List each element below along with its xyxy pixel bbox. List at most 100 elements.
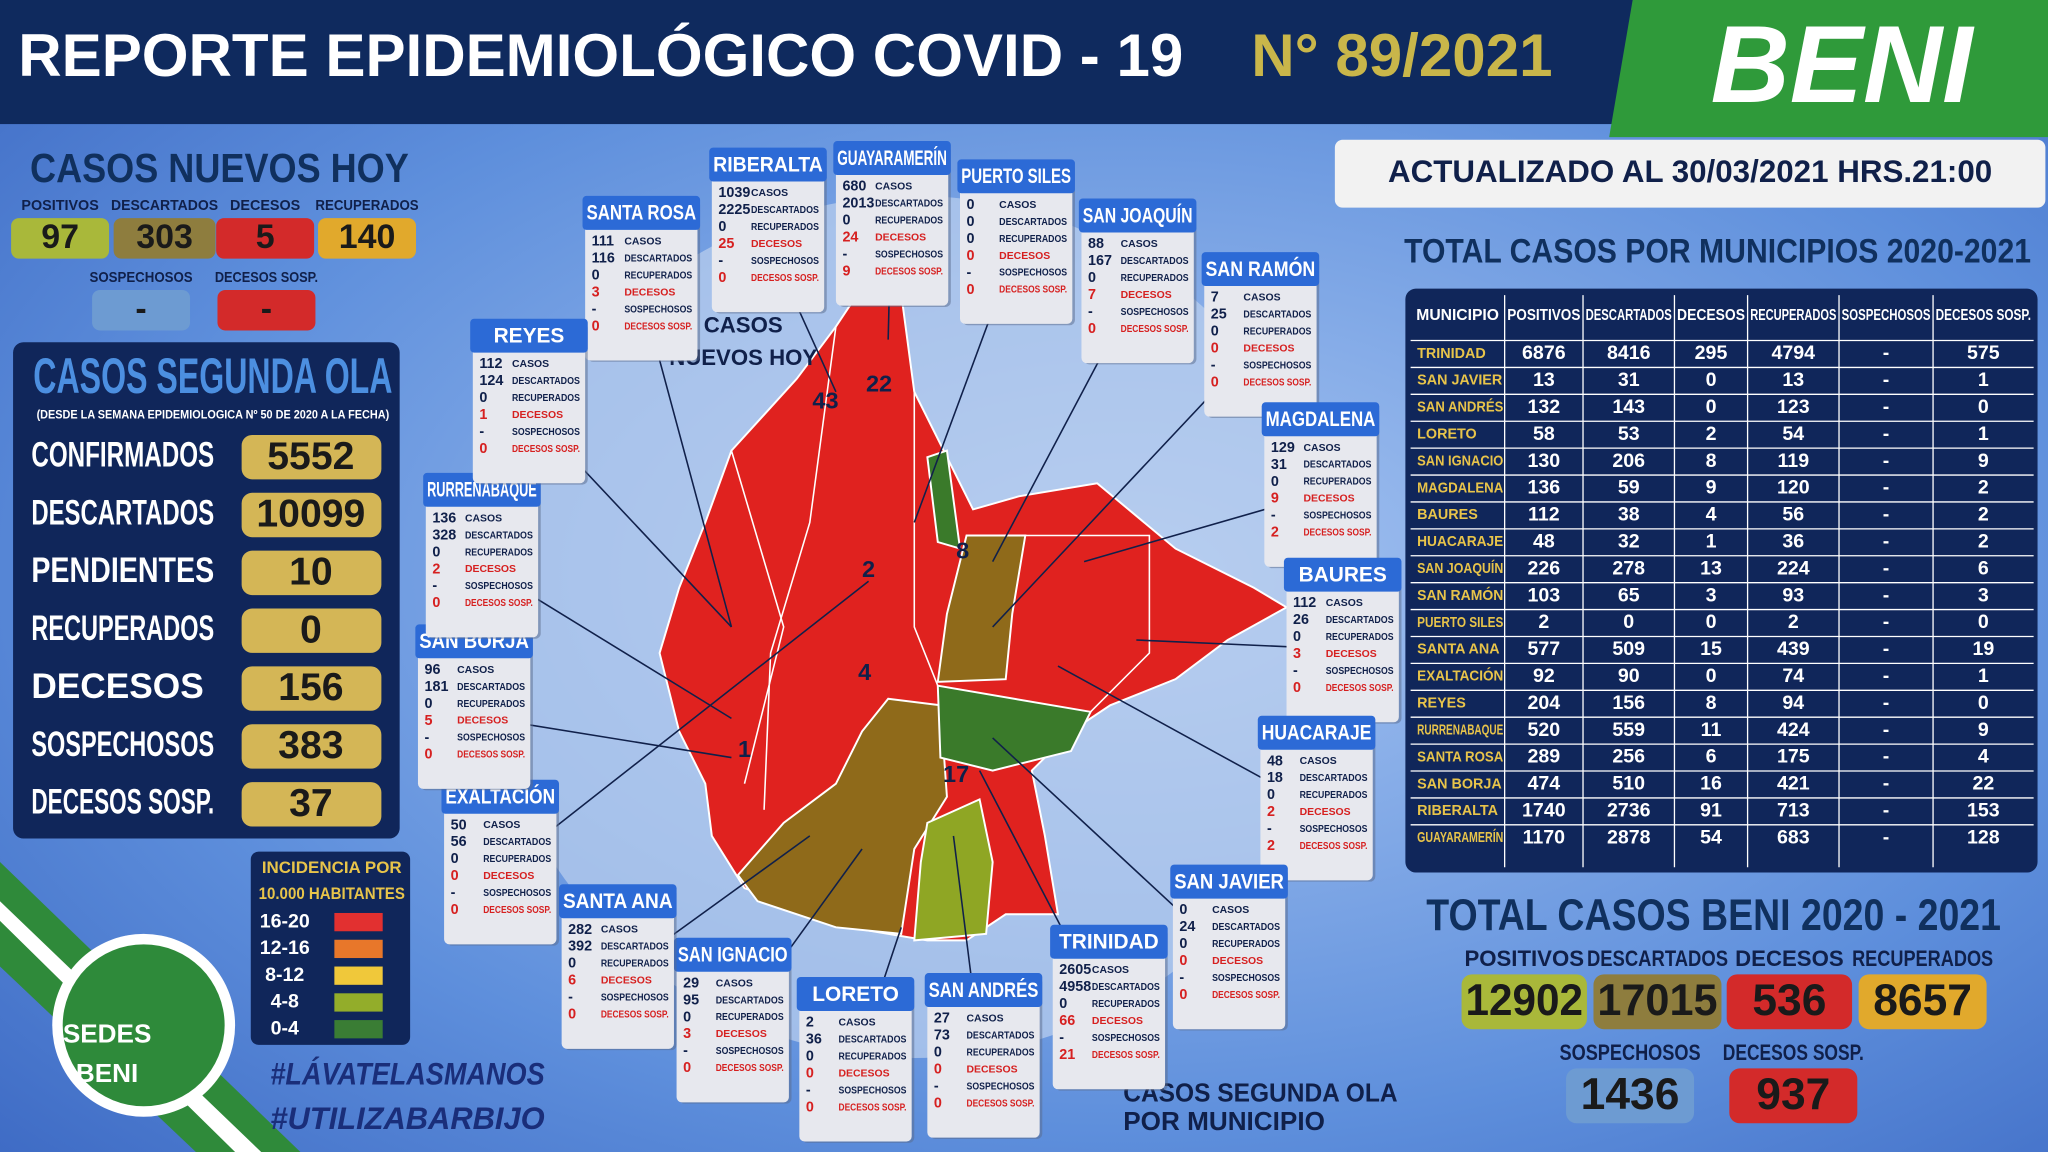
card-value: 0: [479, 441, 487, 457]
card-value: -: [1267, 821, 1272, 837]
table-cell: 0: [1978, 692, 1989, 714]
card-value: -: [451, 885, 456, 901]
card-title: PUERTO SILES: [961, 165, 1071, 188]
card-value: 26: [1293, 612, 1309, 628]
card-tab: [470, 318, 588, 353]
card-label: DECESOS SOSP.: [1121, 324, 1189, 335]
map-number: 1: [738, 736, 751, 762]
card-value: 88: [1088, 236, 1104, 252]
stat-box: [241, 434, 382, 480]
table-bg: [1405, 288, 2038, 873]
table-cell: 421: [1777, 773, 1810, 795]
card-label: DECESOS SOSP.: [1300, 841, 1368, 852]
card-label: CASOS: [1212, 905, 1249, 916]
table-cell: 91: [1700, 800, 1722, 822]
card-value: 0: [842, 213, 850, 229]
card-value: 0: [592, 318, 600, 334]
card-label: DECESOS SOSP.: [1243, 377, 1311, 388]
table-cell: 36: [1782, 530, 1804, 552]
card-label: SOSPECHOSOS: [601, 993, 669, 1004]
card-tab: [673, 937, 792, 972]
card-title: SAN JOAQUÍN: [1083, 204, 1193, 227]
card-label: CASOS: [1304, 443, 1341, 454]
card-body: [1264, 431, 1377, 567]
card-value: 2225: [718, 202, 750, 218]
table-cell: 2: [1978, 530, 1989, 552]
table-cell: 0: [1706, 369, 1717, 391]
stat-box: [318, 218, 416, 259]
card-tab: [709, 147, 827, 182]
card-value: 0: [683, 1009, 691, 1025]
card-value: 112: [1293, 595, 1316, 611]
table-cell: -: [1883, 423, 1890, 445]
stat-box: [241, 492, 382, 538]
logo-text: BENI: [76, 1058, 138, 1088]
card-value: 24: [1179, 919, 1195, 935]
table-cell: 54: [1782, 423, 1804, 445]
updated-box: [1334, 139, 2046, 208]
card-tab: [582, 195, 701, 230]
card-value: 3: [683, 1026, 691, 1042]
table-cell: -: [1883, 557, 1890, 579]
card-body: [799, 1005, 912, 1142]
table-header: RECUPERADOS: [1750, 307, 1836, 324]
card-value: 116: [592, 250, 615, 266]
card-label: SOSPECHOSOS: [1212, 973, 1280, 984]
table-cell: 2: [1978, 504, 1989, 526]
card-value: 181: [424, 679, 448, 695]
card-value: 0: [683, 1060, 691, 1076]
stat-label: RECUPERADOS: [31, 609, 214, 648]
table-cell: 58: [1533, 423, 1555, 445]
table-header: SOSPECHOSOS: [1842, 307, 1931, 324]
card-body: [472, 347, 586, 484]
table-cell: -: [1883, 396, 1890, 418]
table-cell: 6: [1978, 557, 1989, 579]
card-value: 282: [568, 922, 592, 938]
stat-value: 8657: [1873, 976, 1972, 1025]
table-cell: -: [1883, 342, 1890, 364]
card-value: 48: [1267, 753, 1283, 769]
map-border: [1025, 534, 1151, 713]
table-cell: 143: [1612, 396, 1645, 418]
card-body: [1204, 280, 1317, 417]
card-value: 7: [1088, 287, 1096, 303]
section-subtitle: (DESDE LA SEMANA EPIDEMIOLOGICA Nº 50 DE…: [37, 408, 390, 421]
table-cell: 15: [1700, 638, 1722, 660]
table-cell: 22: [1972, 773, 1994, 795]
card-label: DECESOS: [999, 251, 1050, 262]
stat-value: 12902: [1465, 976, 1583, 1025]
card-tab: [1050, 924, 1168, 959]
table-cell: 289: [1528, 746, 1561, 768]
card-label: DESCARTADOS: [1243, 310, 1311, 321]
map-region: [913, 797, 994, 942]
card-value: 111: [592, 233, 614, 249]
table-cell: 90: [1618, 665, 1640, 687]
card-label: SOSPECHOSOS: [751, 256, 819, 267]
card-value: 0: [1179, 987, 1187, 1003]
legend-swatch: [334, 912, 383, 932]
table-cell: 713: [1777, 800, 1810, 822]
table-cell: -: [1883, 611, 1890, 633]
card-value: 0: [934, 1095, 942, 1111]
card-label: DECESOS: [457, 716, 508, 727]
table-cell: 6: [1706, 746, 1717, 768]
card-tab: [1283, 557, 1402, 592]
table-cell: 1: [1706, 530, 1717, 552]
table-cell: SAN BORJA: [1417, 776, 1502, 792]
card-label: DECESOS: [512, 410, 563, 421]
card-label: CASOS: [967, 1014, 1004, 1025]
map-region: [736, 697, 948, 935]
table-cell: 132: [1528, 396, 1561, 418]
stat-label: DECESOS: [31, 667, 203, 706]
table-cell: 3: [1978, 584, 1989, 606]
card-label: DECESOS: [839, 1068, 890, 1079]
stat-box: [1858, 974, 1987, 1030]
card-label: DESCARTADOS: [1300, 773, 1368, 784]
card-value: 66: [1059, 1013, 1075, 1029]
legend-title: 10.000 HABITANTES: [259, 884, 405, 903]
card-value: 36: [806, 1031, 822, 1047]
card-label: DECESOS: [875, 232, 926, 243]
card-label: RECUPERADOS: [512, 393, 580, 404]
card-value: 5: [424, 713, 432, 729]
card-title: SANTA ROSA: [586, 202, 696, 225]
